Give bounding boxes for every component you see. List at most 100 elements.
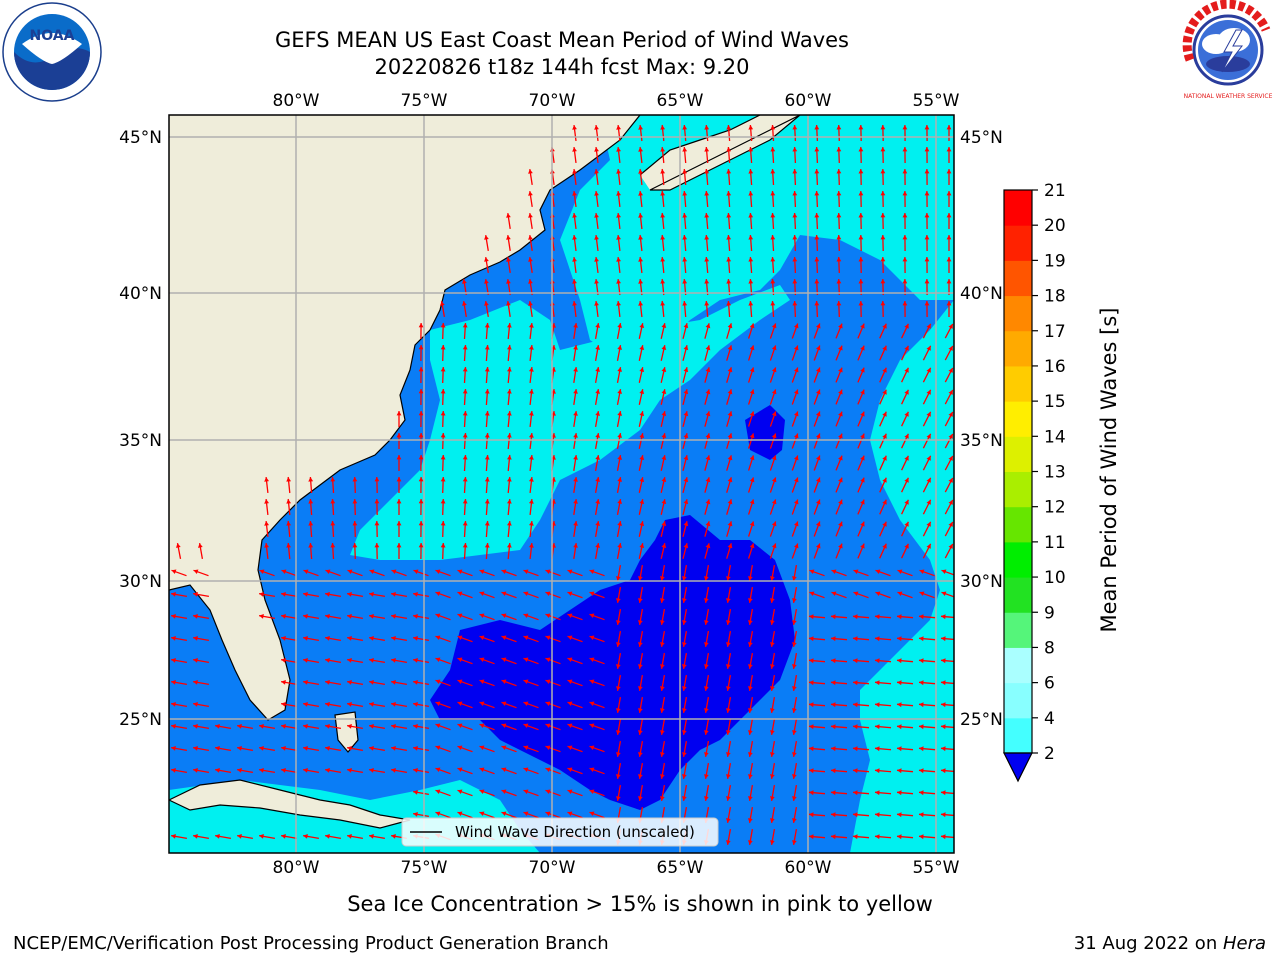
wave-arrow-head (545, 613, 551, 618)
wave-arrow-head (809, 834, 814, 840)
wave-arrow-head (858, 301, 864, 306)
wave-arrow-head (595, 389, 600, 394)
wave-arrow-head (462, 543, 468, 548)
colorbar-bin (1004, 647, 1032, 684)
wave-arrow-head (572, 235, 577, 240)
wave-arrow-head (281, 592, 286, 597)
wave-arrow-head (682, 257, 688, 262)
wave-arrow-head (523, 635, 529, 640)
wave-arrow-head (941, 614, 946, 620)
wave-arrow-head (838, 477, 843, 483)
wave-arrow-head (572, 301, 577, 306)
wave-arrow-head (347, 746, 352, 751)
wave-arrow-head (831, 768, 836, 774)
wave-arrow-head (616, 213, 621, 218)
wave-arrow-head (616, 774, 621, 779)
wave-arrow-head (853, 834, 858, 840)
wave-arrow-head (919, 680, 924, 686)
wave-arrow-head (638, 752, 643, 757)
wave-arrow-head (501, 613, 507, 618)
wave-arrow-head (617, 477, 622, 482)
wave-arrow-head (904, 433, 909, 439)
wave-arrow-head (369, 569, 375, 574)
wave-arrow-head (705, 433, 711, 439)
land-cuba (169, 780, 410, 828)
wave-arrow-head (479, 613, 485, 618)
wave-arrow-head (176, 543, 181, 548)
wave-arrow-head (374, 477, 380, 482)
lon-tick-bottom: 80°W (273, 858, 320, 878)
wave-arrow-head (904, 389, 909, 395)
wave-arrow-head (413, 680, 418, 685)
wave-arrow-head (352, 477, 358, 482)
wave-arrow-head (572, 191, 577, 196)
wave-arrow-head (809, 768, 814, 774)
wave-arrow-head (748, 752, 753, 757)
wave-arrow-head (809, 702, 814, 708)
wave-arrow-head (770, 620, 775, 625)
wave-arrow-head (352, 499, 358, 504)
wave-arrow-head (814, 235, 820, 240)
wave-arrow-head (501, 701, 507, 706)
wave-arrow-head (347, 680, 352, 685)
wave-arrow-head (941, 834, 946, 840)
wave-arrow-head (617, 455, 622, 460)
wave-arrow-head (682, 147, 688, 152)
wave-arrow-head (589, 679, 595, 684)
wave-arrow-head (792, 642, 797, 647)
wave-arrow-head (529, 521, 534, 526)
branch-credit: NCEP/EMC/Verification Post Processing Pr… (13, 933, 609, 954)
wave-arrow-head (860, 455, 865, 461)
wave-arrow-head (770, 576, 775, 581)
wave-arrow-head (726, 147, 732, 152)
wave-arrow-head (858, 125, 864, 130)
wave-arrow-head (792, 686, 797, 691)
wave-arrow-head (589, 811, 595, 816)
wave-arrow-head (919, 790, 924, 796)
nws-logo: NATIONAL WEATHER SERVICE (1181, 0, 1275, 100)
wave-arrow-head (303, 592, 308, 597)
wave-arrow-head (573, 521, 578, 526)
wave-arrow-head (506, 235, 511, 240)
lat-tick-left: 40°N (119, 284, 162, 304)
wave-arrow-head (705, 521, 711, 527)
wave-arrow-head (660, 642, 665, 647)
wave-arrow-head (660, 279, 665, 284)
wave-arrow-head (661, 411, 667, 416)
wave-arrow-head (573, 543, 578, 548)
wave-arrow-head (924, 301, 930, 306)
wave-arrow-head (396, 411, 402, 416)
wave-arrow-head (435, 767, 441, 772)
wave-arrow-head (440, 477, 446, 482)
wave-arrow-head (479, 569, 485, 574)
wave-arrow-head (193, 702, 198, 707)
colorbar-bin (1004, 401, 1032, 437)
wave-arrow-head (484, 235, 489, 240)
nws-logo-text: NATIONAL WEATHER SERVICE (1184, 93, 1273, 100)
wave-arrow-head (418, 521, 424, 526)
wave-arrow-head (638, 620, 643, 625)
wave-arrow-head (682, 125, 688, 130)
wave-arrow-head (924, 235, 930, 240)
wave-arrow-head (638, 191, 643, 196)
wave-arrow-head (792, 620, 797, 625)
wave-arrow-head (391, 746, 396, 751)
wave-arrow-head (369, 724, 374, 729)
wave-arrow-head (595, 477, 600, 482)
wave-arrow-head (435, 745, 441, 750)
wave-arrow-head (794, 367, 799, 373)
wave-arrow-head (853, 614, 858, 620)
wave-arrow-head (897, 834, 902, 840)
wave-arrow-head (440, 323, 446, 328)
wave-arrow-head (567, 569, 573, 574)
wave-arrow-head (726, 840, 731, 845)
wave-arrow-head (836, 301, 842, 306)
wave-arrow-head (479, 745, 485, 750)
wave-arrow-head (816, 323, 821, 329)
wave-arrow-head (595, 411, 600, 416)
wave-arrow-head (704, 191, 710, 196)
wave-arrow-head (308, 543, 314, 548)
wave-arrow-head (660, 796, 665, 801)
wave-arrow-head (286, 543, 291, 548)
wave-arrow-head (792, 125, 798, 130)
